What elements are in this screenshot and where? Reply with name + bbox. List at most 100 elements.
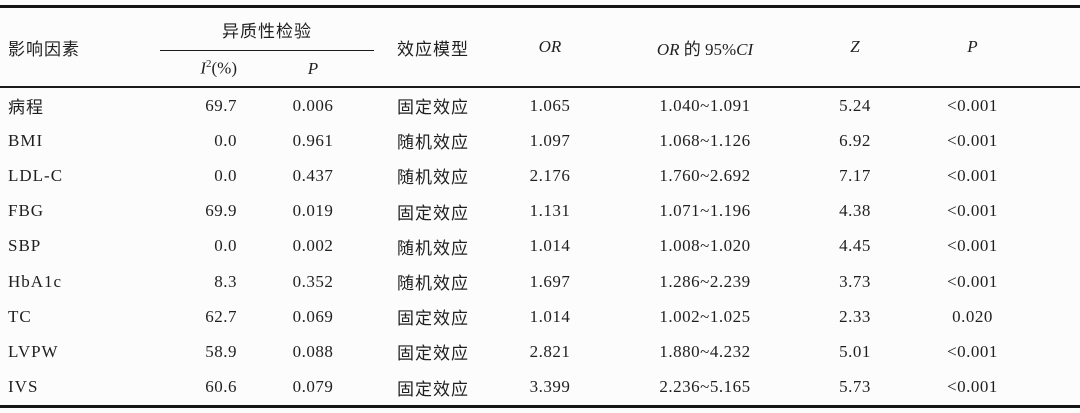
cell-p-heterogeneity: 0.079 (292, 377, 334, 397)
cell-i2: 8.3 (214, 271, 237, 291)
meta-analysis-table: 影响因素 异质性检验 效应模型 OR OR 的 95%CI Z P I2(%) … (0, 5, 1080, 408)
cell-z: 3.73 (839, 271, 871, 291)
cell-i2: 69.9 (205, 201, 237, 221)
cell-z: 4.38 (839, 201, 871, 221)
cell-p: <0.001 (947, 236, 998, 256)
cell-factor: SBP (8, 236, 42, 256)
cell-p: <0.001 (947, 201, 998, 221)
cell-effect-model: 固定效应 (397, 309, 469, 329)
header-factor-label: 影响因素 (8, 39, 80, 59)
cell-factor: FBG (8, 201, 45, 221)
cell-z: 6.92 (839, 130, 871, 150)
header-heterogeneity-label: 异质性检验 (222, 21, 312, 41)
cell-factor: TC (8, 306, 32, 326)
cell-or: 1.097 (529, 130, 571, 150)
cell-effect-model: 随机效应 (397, 133, 469, 153)
cell-or-95ci: 1.068~1.126 (659, 130, 751, 150)
cell-effect-model: 随机效应 (397, 274, 469, 294)
cell-z: 7.17 (839, 165, 871, 185)
cell-z: 4.45 (839, 236, 871, 256)
header-p: P (920, 7, 1080, 88)
cell-or-95ci: 1.071~1.196 (659, 201, 751, 221)
cell-z: 5.24 (839, 95, 871, 115)
cell-z: 2.33 (839, 306, 871, 326)
cell-p-heterogeneity: 0.002 (292, 236, 334, 256)
cell-p-heterogeneity: 0.352 (292, 271, 334, 291)
header-i2-suffix: (%) (211, 58, 237, 78)
cell-p-heterogeneity: 0.961 (292, 130, 334, 150)
cell-factor: IVS (8, 377, 39, 397)
table-row: SBP 0.0 0.002 随机效应 1.014 1.008~1.020 4.45 <0.00… (0, 229, 1080, 264)
header-z-label: Z (850, 37, 860, 56)
cell-or: 1.697 (529, 271, 571, 291)
cell-p: <0.001 (947, 95, 998, 115)
table-header: 影响因素 异质性检验 效应模型 OR OR 的 95%CI Z P I2(%) … (0, 6, 1080, 88)
cell-or-95ci: 1.040~1.091 (659, 95, 751, 115)
cell-or: 1.131 (529, 201, 571, 221)
header-z: Z (810, 7, 920, 88)
cell-i2: 58.9 (205, 341, 237, 361)
cell-i2: 0.0 (214, 130, 237, 150)
cell-or-95ci: 1.008~1.020 (659, 236, 751, 256)
cell-i2: 69.7 (205, 95, 237, 115)
cell-p: <0.001 (947, 377, 998, 397)
cell-p: <0.001 (947, 130, 998, 150)
cell-or-95ci: 1.002~1.025 (659, 306, 751, 326)
header-heterogeneity-group: 异质性检验 (160, 6, 374, 51)
cell-or: 2.176 (529, 165, 571, 185)
header-factor: 影响因素 (0, 7, 160, 88)
table-row: LDL-C 0.0 0.437 随机效应 2.176 1.760~2.692 7.17 <0.… (0, 158, 1080, 193)
table-row: IVS 60.6 0.079 固定效应 3.399 2.236~5.165 5.73 <0.0… (0, 370, 1080, 407)
header-i2-sup: 2 (206, 58, 212, 71)
cell-z: 5.73 (839, 377, 871, 397)
cell-or-95ci: 1.286~2.239 (659, 271, 751, 291)
cell-or: 1.014 (529, 306, 571, 326)
header-orci-or: OR (656, 39, 680, 59)
table-row: BMI 0.0 0.961 随机效应 1.097 1.068~1.126 6.92 <0.00… (0, 123, 1080, 158)
header-or: OR (500, 7, 600, 88)
cell-effect-model: 固定效应 (397, 344, 469, 364)
cell-p: 0.020 (952, 306, 993, 326)
cell-or: 3.399 (529, 377, 571, 397)
cell-p: <0.001 (947, 165, 998, 185)
header-or-label: OR (538, 37, 562, 56)
cell-effect-model: 固定效应 (397, 379, 469, 399)
cell-or-95ci: 2.236~5.165 (659, 377, 751, 397)
cell-factor: LVPW (8, 341, 59, 361)
cell-p-heterogeneity: 0.019 (292, 201, 334, 221)
header-i2-base: I (200, 58, 207, 78)
cell-factor: HbA1c (8, 271, 63, 291)
table-body: 病程 69.7 0.006 固定效应 1.065 1.040~1.091 5.24 <0.00… (0, 87, 1080, 406)
cell-or: 1.065 (529, 95, 571, 115)
table-row: TC 62.7 0.069 固定效应 1.014 1.002~1.025 2.33 0.020 (0, 299, 1080, 334)
cell-effect-model: 随机效应 (397, 238, 469, 258)
table-row: HbA1c 8.3 0.352 随机效应 1.697 1.286~2.239 3.73 <0.… (0, 264, 1080, 299)
header-p-het: P (252, 51, 374, 88)
cell-or-95ci: 1.880~4.232 (659, 341, 751, 361)
cell-or: 1.014 (529, 236, 571, 256)
cell-p-heterogeneity: 0.088 (292, 341, 334, 361)
cell-factor: 病程 (8, 98, 44, 118)
cell-i2: 62.7 (205, 306, 237, 326)
cell-effect-model: 固定效应 (397, 98, 469, 118)
cell-p-heterogeneity: 0.069 (292, 306, 334, 326)
cell-effect-model: 随机效应 (397, 168, 469, 188)
header-group-row: 影响因素 异质性检验 效应模型 OR OR 的 95%CI Z P (0, 6, 1080, 59)
cell-p-heterogeneity: 0.437 (292, 165, 334, 185)
cell-p: <0.001 (947, 341, 998, 361)
header-effect-model-label: 效应模型 (397, 39, 469, 59)
cell-i2: 0.0 (214, 165, 237, 185)
cell-or-95ci: 1.760~2.692 (659, 165, 751, 185)
header-or-95ci: OR 的 95%CI (600, 7, 810, 88)
header-i2: I2(%) (160, 51, 252, 88)
cell-factor: LDL-C (8, 165, 64, 185)
cell-effect-model: 固定效应 (397, 203, 469, 223)
header-orci-ci: CI (736, 39, 754, 59)
cell-p: <0.001 (947, 271, 998, 291)
cell-factor: BMI (8, 130, 44, 150)
cell-i2: 0.0 (214, 236, 237, 256)
table-row: 病程 69.7 0.006 固定效应 1.065 1.040~1.091 5.24 <0.00… (0, 87, 1080, 123)
cell-p-heterogeneity: 0.006 (292, 95, 334, 115)
header-p-het-label: P (307, 58, 319, 78)
